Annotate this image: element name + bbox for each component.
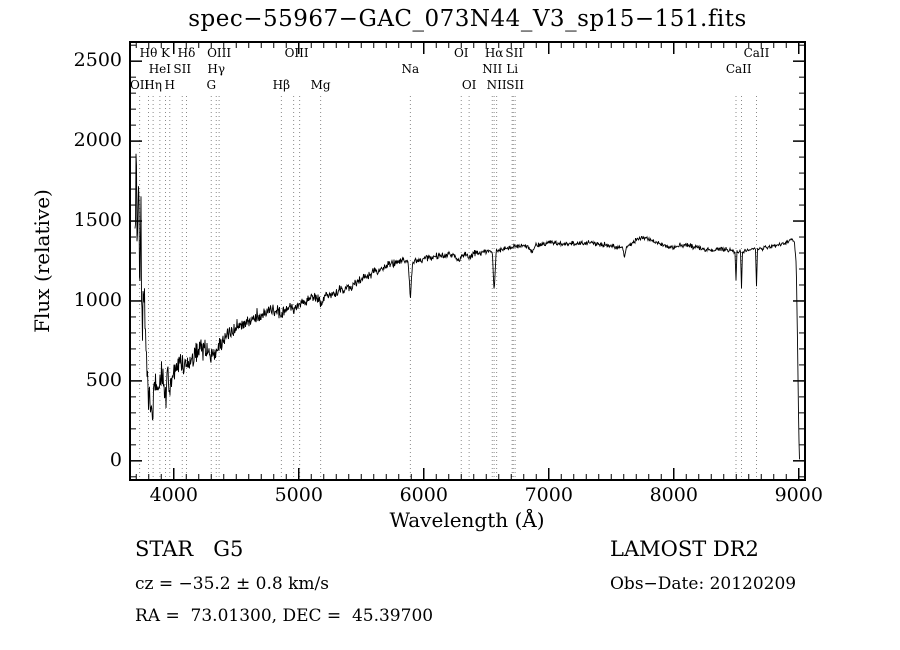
- x-axis-label: Wavelength (Å): [389, 508, 545, 532]
- cz-text: cz = −35.2 ± 0.8 km/s: [135, 574, 329, 594]
- obs-date-text: Obs−Date: 20120209: [610, 574, 797, 594]
- plot-title: spec−55967−GAC_073N44_V3_sp15−151.fits: [188, 6, 747, 32]
- plot-frame: [129, 41, 806, 481]
- ra-dec-text: RA = 73.01300, DEC = 45.39700: [135, 606, 434, 626]
- survey-text: LAMOST DR2: [610, 537, 759, 561]
- spectrum-line: [134, 153, 800, 460]
- classification-text: STAR G5: [135, 537, 244, 561]
- y-axis-label: Flux (relative): [30, 189, 54, 333]
